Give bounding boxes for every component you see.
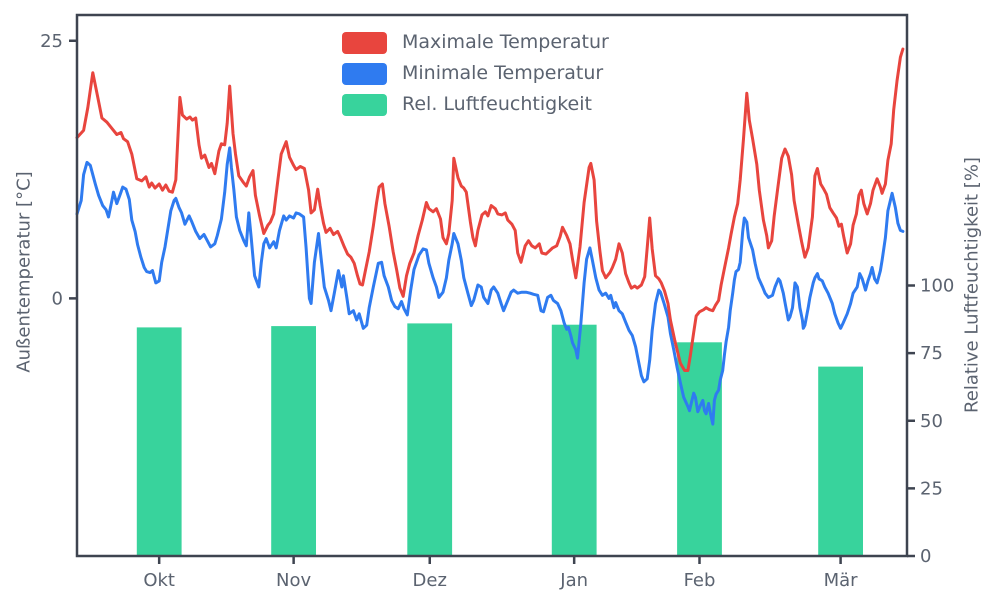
legend-label-humidity: Rel. Luftfeuchtigkeit (402, 93, 592, 115)
x-tick-label-Mär: Mär (824, 570, 859, 591)
right-tick-label-100: 100 (920, 276, 954, 297)
max-temp-line (75, 47, 905, 372)
x-tick-label-Okt: Okt (143, 570, 175, 591)
humidity-bar-Mär (818, 366, 863, 556)
x-tick-label-Dez: Dez (413, 570, 447, 591)
right-tick-label-75: 75 (920, 343, 943, 364)
right-tick-label-50: 50 (920, 411, 943, 432)
min-temp-swatch-icon (342, 62, 387, 85)
left-tick-label-25: 25 (40, 31, 63, 52)
right-axis-title: Relative Luftfeuchtigkeit [%] (961, 157, 983, 413)
humidity-bar-Okt (136, 327, 182, 556)
legend-entry-min-temp: Minimale Temperatur (342, 62, 609, 85)
legend: Maximale Temperatur Minimale Temperatur … (342, 31, 609, 116)
humidity-bar-Nov (271, 326, 316, 556)
x-tick-label-Jan: Jan (559, 570, 588, 591)
left-tick-label-0: 0 (52, 288, 63, 309)
humidity-bar-Jan (551, 324, 597, 556)
x-tick-label-Nov: Nov (276, 570, 311, 591)
max-temp-swatch-icon (342, 31, 387, 54)
min-temp-line (75, 146, 905, 426)
humidity-bar-Dez (407, 323, 453, 556)
x-tick-label-Feb: Feb (684, 570, 716, 591)
legend-label-min-temp: Minimale Temperatur (402, 62, 604, 84)
humidity-bar-Feb (677, 342, 722, 556)
right-tick-label-0: 0 (920, 546, 931, 567)
left-axis-title: Außentemperatur [°C] (13, 171, 35, 373)
legend-label-max-temp: Maximale Temperatur (402, 31, 609, 53)
humidity-swatch-icon (342, 93, 387, 116)
legend-entry-humidity: Rel. Luftfeuchtigkeit (342, 93, 609, 116)
legend-entry-max-temp: Maximale Temperatur (342, 31, 609, 54)
right-tick-label-25: 25 (920, 478, 943, 499)
